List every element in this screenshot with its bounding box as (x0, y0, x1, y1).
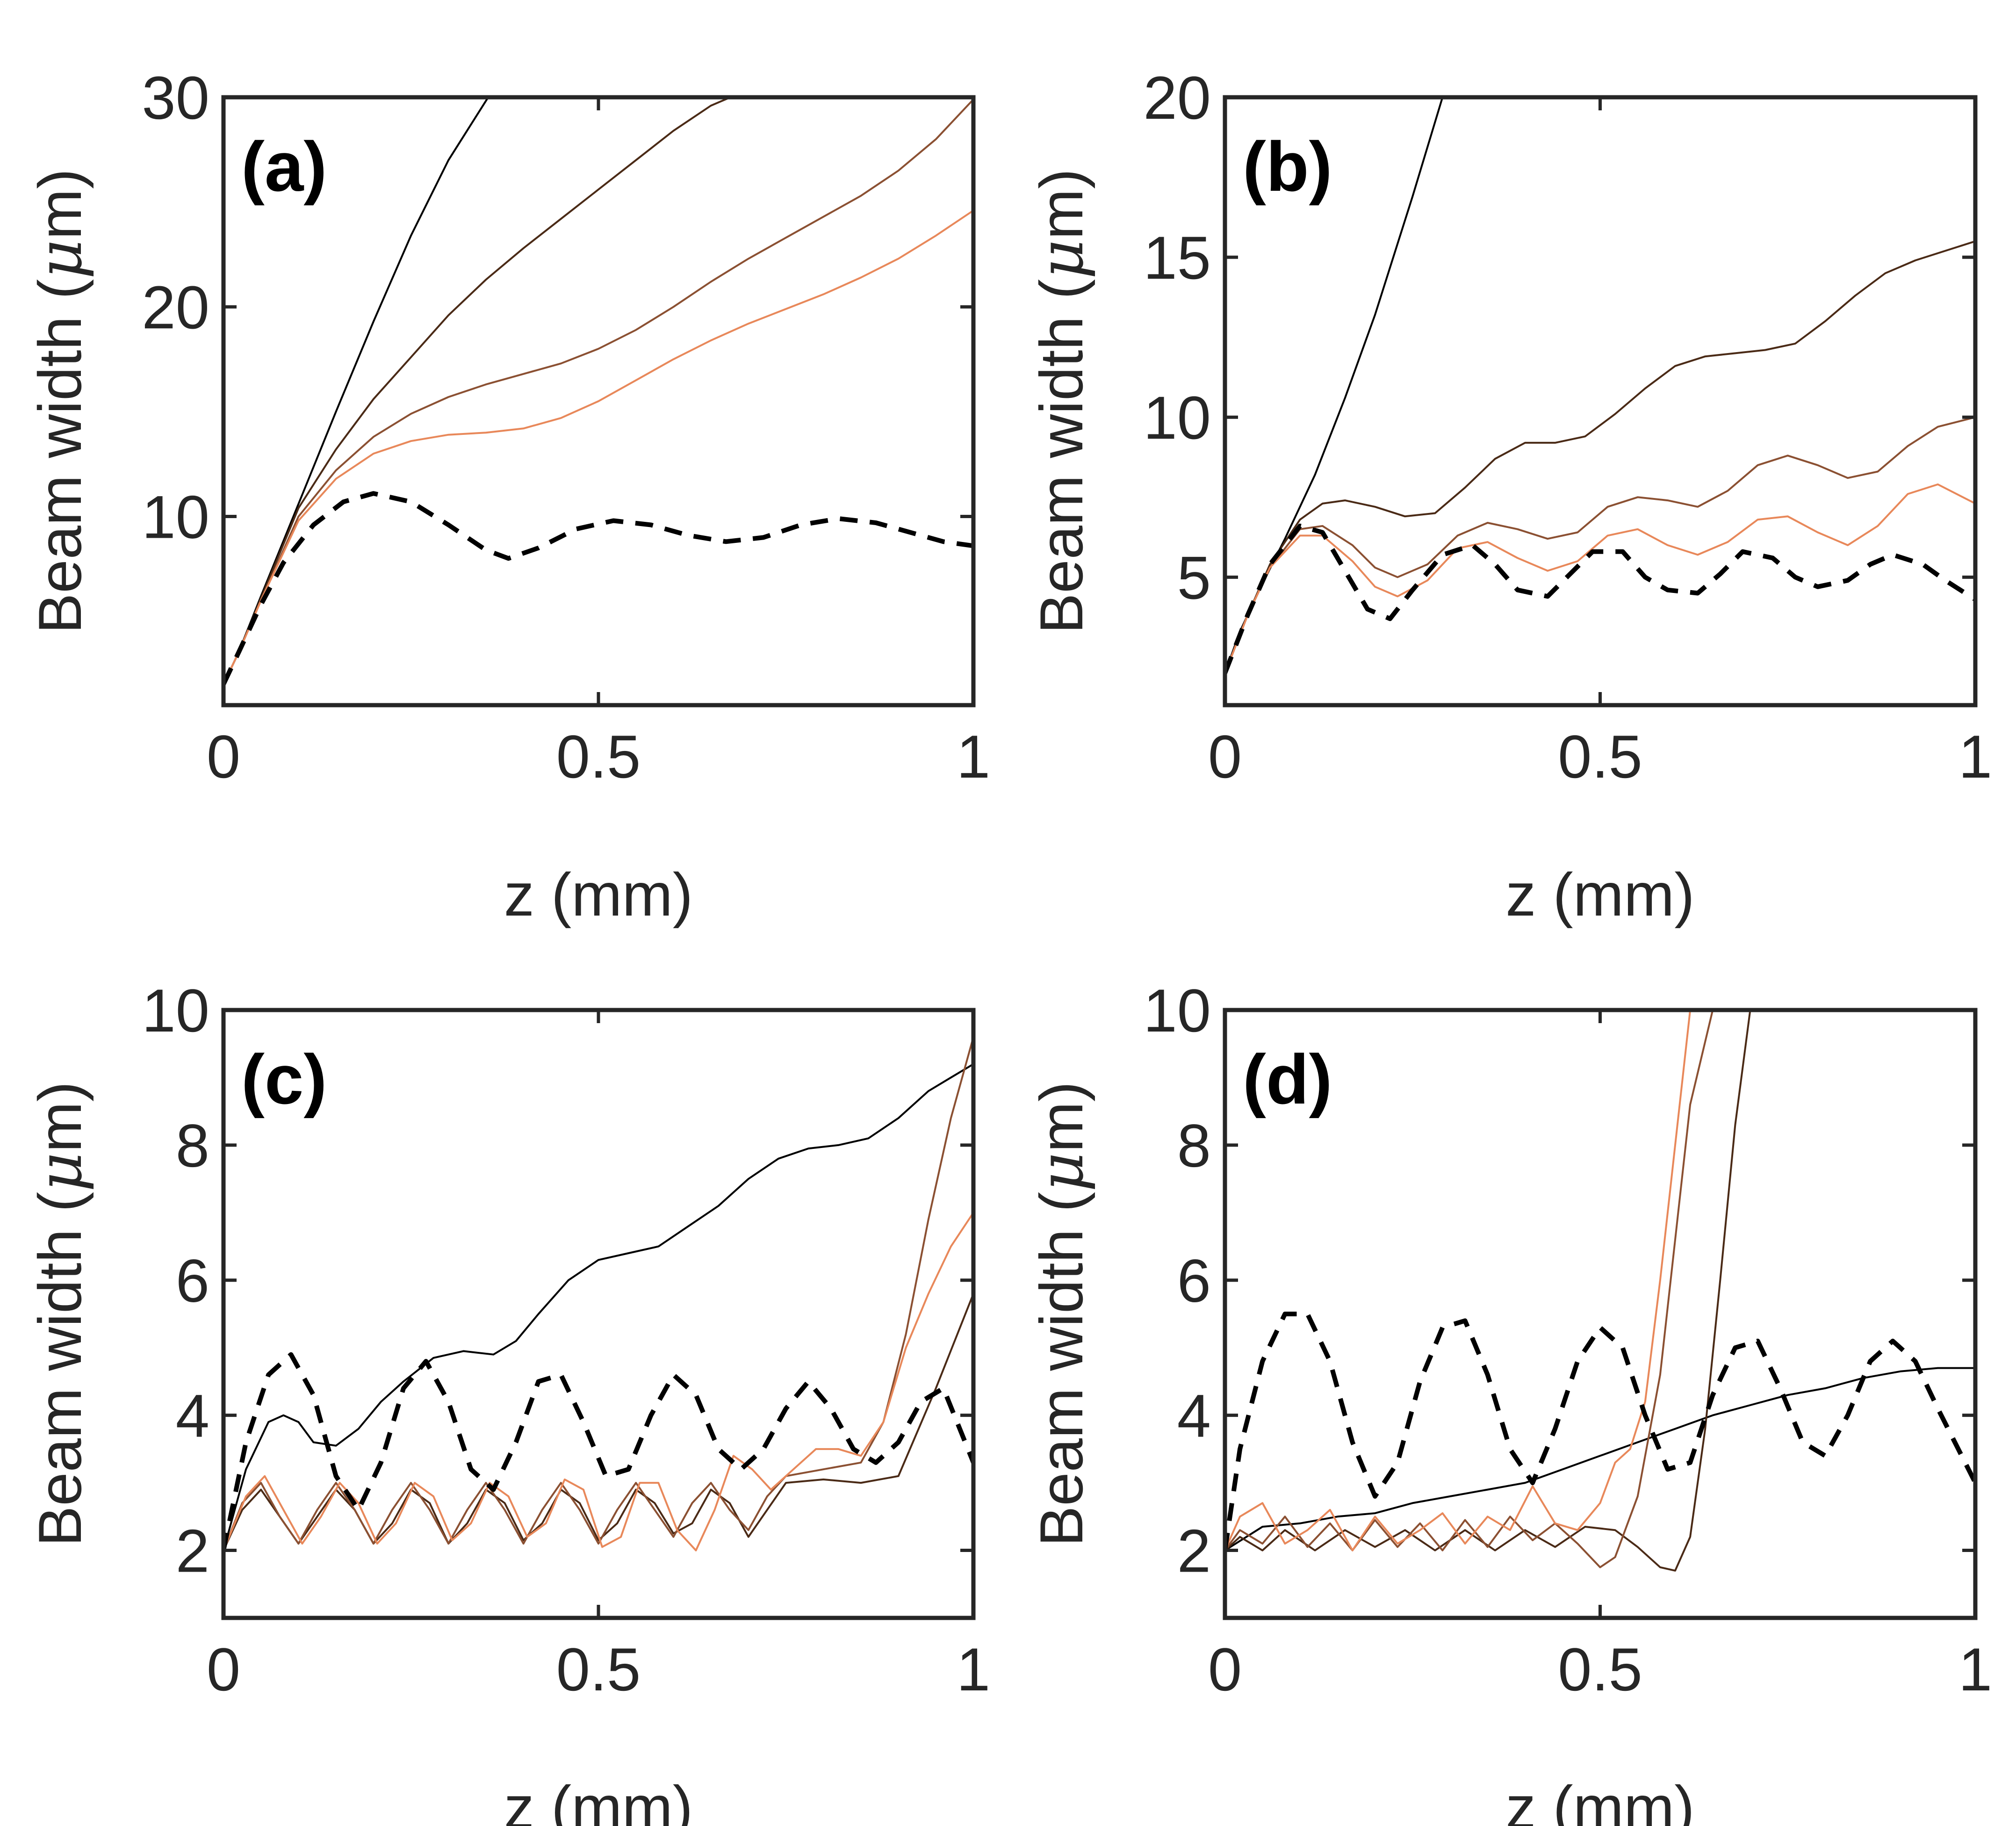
panel-b-ytick-label: 20 (1143, 64, 1211, 132)
panel-d-ytick-label: 4 (1177, 1382, 1211, 1450)
panel-d-ylabel: Beam width (μm) (1026, 1082, 1097, 1547)
panel-c-ytick-label: 10 (142, 976, 209, 1045)
panel-d-ytick-label: 6 (1177, 1247, 1211, 1315)
panel-a-label: (a) (241, 127, 327, 206)
panel-c-xtick-label: 1 (957, 1635, 990, 1703)
panel-c-ylabel-text: Beam width ( (26, 1192, 94, 1547)
panel-d-xtick-label: 0 (1208, 1635, 1242, 1703)
panel-c-series-black-line (223, 1063, 973, 1552)
panel-d-xtick-label: 0.5 (1558, 1635, 1642, 1703)
panel-b-ylabel-unit: m) (1027, 169, 1095, 240)
panel-b-ylabel-text: Beam width ( (1027, 279, 1095, 634)
panel-a-ylabel-text: Beam width ( (26, 279, 94, 634)
panel-c-xtick-label: 0.5 (556, 1635, 641, 1703)
panel-b-frame (1223, 95, 1978, 707)
panel-b-series-dashed-line (1225, 523, 1975, 674)
panel-d-ticks: 0 0.5 1 2 4 6 8 10 (1143, 976, 1992, 1703)
panel-a-ylabel: Beam width (μm) (24, 169, 95, 634)
panel-b-ytick-label: 10 (1143, 383, 1211, 452)
panel-d-xlabel: z (mm) (1505, 1773, 1694, 1826)
panel-a-series-orange-line (223, 209, 973, 686)
panel-c-ytick-label: 4 (176, 1382, 209, 1450)
panel-a-ytick-label: 30 (142, 64, 209, 132)
panel-a-lines (223, 97, 973, 686)
panel-a-xtick-label: 0.5 (556, 722, 641, 791)
panel-d-ylabel-text: Beam width ( (1027, 1192, 1095, 1547)
panel-d-ytick-label: 10 (1143, 976, 1211, 1045)
panel-c-series-orange-line (223, 1212, 973, 1552)
panel-b-ylabel: Beam width (μm) (1026, 169, 1097, 634)
panel-d-ytick-label: 2 (1177, 1517, 1211, 1585)
panel-b-label: (b) (1243, 127, 1332, 206)
panel-a-frame (221, 95, 976, 707)
panel-a-ytick-label: 10 (142, 483, 209, 551)
panel-a-series-dashed-line (223, 491, 973, 686)
panel-a-ylabel-unit: m) (26, 169, 94, 240)
panel-c-series-brown-line (223, 1036, 973, 1552)
panel-c-ytick-label: 8 (176, 1111, 209, 1180)
panel-c-frame (221, 1008, 976, 1620)
panel-b-xtick-label: 0 (1208, 722, 1242, 791)
panel-b-series-orange-line (1225, 483, 1975, 674)
panel-b-ylabel-symbol: μ (1026, 239, 1097, 279)
panel-c-ylabel: Beam width (μm) (24, 1082, 95, 1547)
panel-c-xlabel: z (mm) (504, 1773, 693, 1826)
panel-d-xtick-label: 1 (1958, 1635, 1992, 1703)
panel-d-series-brown-line (1225, 1010, 1714, 1568)
panel-a-series-dark-brown-line (223, 97, 732, 686)
panel-d-label: (d) (1243, 1040, 1332, 1119)
panel-b-xtick-label: 1 (1958, 722, 1992, 791)
panel-b-series-dark-brown-line (1225, 240, 1975, 674)
panel-b-xlabel: z (mm) (1505, 860, 1694, 929)
panel-a-ytick-label: 20 (142, 273, 209, 341)
panel-c-label: (c) (241, 1040, 327, 1119)
panel-b-series-brown-line (1225, 416, 1975, 674)
panel-d-series-black-line (1225, 1367, 1975, 1552)
panel-d-series-orange-line (1225, 1010, 1692, 1552)
panel-d-ylabel-symbol: μ (1026, 1152, 1097, 1192)
panel-c-ylabel-unit: m) (26, 1082, 94, 1153)
panel-d-frame (1223, 1008, 1978, 1620)
panel-c-ylabel-symbol: μ (24, 1152, 95, 1192)
panel-d-ylabel-unit: m) (1027, 1082, 1095, 1153)
panel-b-ytick-label: 5 (1177, 543, 1211, 612)
panel-b-lines (1225, 97, 1975, 674)
panel-a-ylabel-symbol: μ (24, 239, 95, 279)
panel-c-ytick-label: 6 (176, 1247, 209, 1315)
panel-a-series-brown-line (223, 98, 973, 686)
panel-c-xtick-label: 0 (207, 1635, 240, 1703)
panel-a-xlabel: z (mm) (504, 860, 693, 929)
panel-a-ticks: 0 0.5 1 10 20 30 (142, 64, 990, 791)
panel-d-series-dashed-line (1225, 1312, 1975, 1551)
panel-d: 0 0.5 1 2 4 6 8 10 (d) z (mm) Beam width (μm) (1026, 976, 1992, 1826)
panel-a-xtick-label: 0 (207, 722, 240, 791)
panel-c-series-dashed-line (223, 1352, 973, 1551)
panel-d-ytick-label: 8 (1177, 1111, 1211, 1180)
panel-d-lines (1225, 1010, 1975, 1572)
panel-a: 0 0.5 1 10 20 30 (a) z (mm) Beam width (μm) (24, 64, 990, 929)
panel-c-lines (223, 1036, 973, 1552)
panel-c: 0 0.5 1 2 4 6 8 10 (c) z (mm) Beam width (μm) (24, 976, 990, 1826)
panel-b-ytick-label: 15 (1143, 224, 1211, 292)
panel-b-xtick-label: 0.5 (1558, 722, 1642, 791)
panel-c-ytick-label: 2 (176, 1517, 209, 1585)
panel-a-xtick-label: 1 (957, 722, 990, 791)
